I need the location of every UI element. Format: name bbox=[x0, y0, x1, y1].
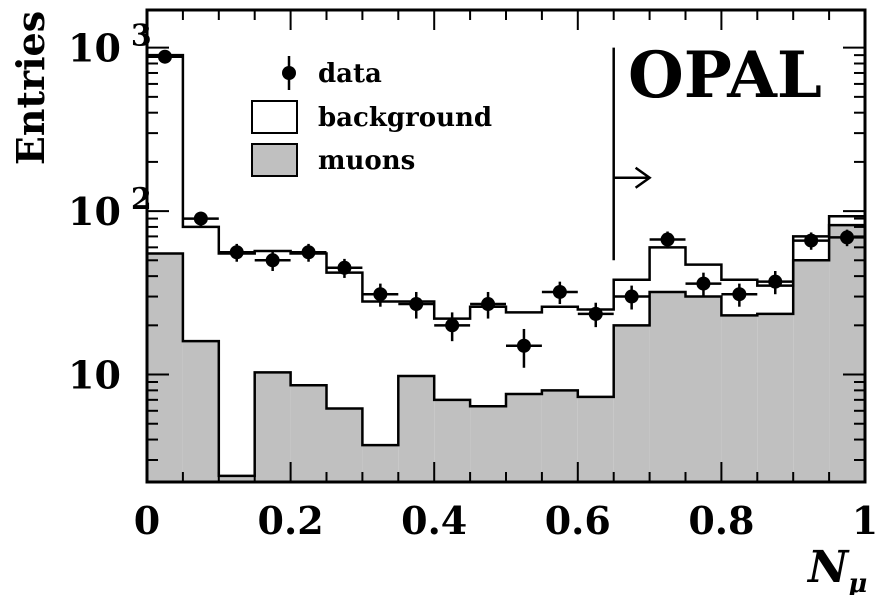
y-tick-label: 10 bbox=[68, 353, 121, 398]
x-axis-ticks: 0 0.2 0.4 0.6 0.8 1 bbox=[134, 10, 875, 543]
y-axis-label: Entries bbox=[8, 11, 53, 165]
x-axis-label-main: N bbox=[806, 542, 850, 593]
muon-bar bbox=[829, 225, 865, 482]
data-point bbox=[409, 297, 424, 312]
data-points-layer bbox=[147, 49, 865, 368]
muon-bar bbox=[541, 390, 578, 482]
y-tick-label-exponent: 3 bbox=[131, 19, 152, 54]
data-point bbox=[373, 287, 388, 302]
x-tick-label: 0.8 bbox=[688, 498, 754, 543]
legend-label-background: background bbox=[318, 103, 492, 133]
y-tick-label-base: 10 bbox=[68, 189, 121, 234]
muon-bar bbox=[434, 399, 471, 482]
y-tick-label: 10 3 bbox=[68, 19, 152, 71]
data-point bbox=[445, 318, 460, 333]
y-axis-ticks: 10 10 2 10 3 bbox=[68, 19, 865, 461]
x-axis-label: Nμ bbox=[806, 542, 867, 595]
data-point bbox=[732, 287, 747, 302]
muon-bar bbox=[721, 315, 758, 482]
opal-watermark: OPAL bbox=[628, 38, 822, 113]
data-point bbox=[516, 338, 531, 353]
muon-bar bbox=[362, 445, 399, 482]
muon-bar bbox=[254, 372, 291, 482]
x-axis-label-subscript: μ bbox=[848, 569, 867, 595]
muon-bar bbox=[290, 385, 327, 482]
muon-bar bbox=[793, 260, 830, 482]
muon-bar bbox=[649, 291, 686, 482]
data-point bbox=[552, 284, 567, 299]
y-tick-label-exponent: 2 bbox=[131, 182, 152, 217]
muon-bar bbox=[398, 375, 435, 482]
y-tick-label-base: 10 bbox=[68, 26, 121, 71]
muon-bar bbox=[577, 396, 614, 482]
legend-data-marker bbox=[282, 66, 296, 80]
muons-histogram-layer bbox=[145, 223, 867, 482]
data-point bbox=[301, 245, 316, 260]
data-point bbox=[768, 274, 783, 289]
muon-bar bbox=[613, 325, 650, 482]
muon-bar bbox=[470, 406, 506, 482]
muon-bar bbox=[326, 408, 363, 482]
data-point bbox=[193, 211, 208, 226]
muon-histogram-outline bbox=[145, 223, 867, 482]
data-point bbox=[265, 253, 280, 268]
cut-arrow-head bbox=[634, 166, 652, 189]
data-point bbox=[696, 276, 711, 291]
cut-marker-layer bbox=[612, 47, 652, 261]
muon-bar bbox=[506, 394, 542, 482]
x-tick-label: 0 bbox=[134, 498, 160, 543]
y-tick-label-base: 10 bbox=[68, 353, 121, 398]
data-point bbox=[840, 230, 855, 245]
legend-muons-swatch bbox=[251, 143, 298, 177]
data-point bbox=[660, 232, 675, 247]
x-tick-label: 0.6 bbox=[545, 498, 611, 543]
data-point bbox=[157, 49, 172, 64]
data-point bbox=[481, 297, 496, 312]
legend-label-muons: muons bbox=[318, 146, 415, 176]
data-point bbox=[588, 306, 603, 321]
muon-bar bbox=[218, 475, 255, 482]
data-point bbox=[229, 245, 244, 260]
x-tick-label: 0.2 bbox=[258, 498, 324, 543]
y-tick-label: 10 2 bbox=[68, 182, 152, 234]
data-point bbox=[624, 289, 639, 304]
x-tick-label: 1 bbox=[852, 498, 875, 543]
muon-bar bbox=[757, 313, 794, 482]
legend-label-data: data bbox=[318, 59, 382, 89]
data-point bbox=[804, 233, 819, 248]
muon-bar bbox=[182, 341, 219, 482]
data-point bbox=[337, 260, 352, 275]
muon-bar bbox=[147, 253, 183, 482]
x-tick-label: 0.4 bbox=[401, 498, 467, 543]
legend-background-swatch bbox=[251, 100, 298, 134]
legend: data background muons bbox=[251, 56, 492, 177]
muon-bar bbox=[685, 296, 722, 482]
